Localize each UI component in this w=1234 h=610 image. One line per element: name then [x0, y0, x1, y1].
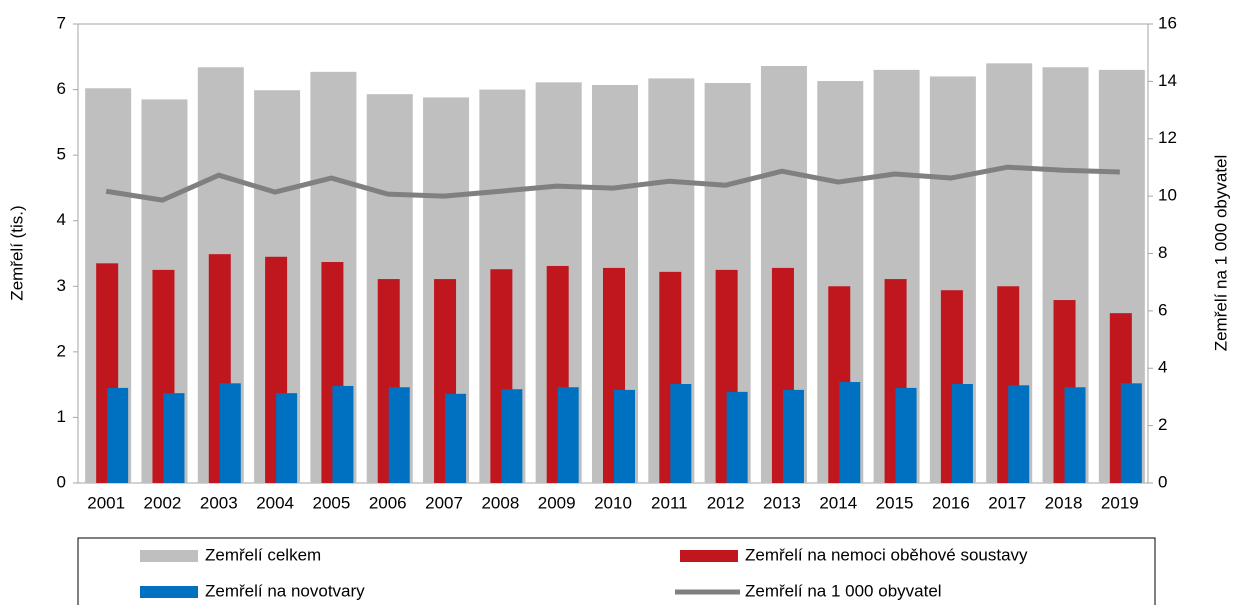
y-tick-label: 6: [57, 79, 66, 98]
y2-tick-label: 0: [1158, 472, 1167, 491]
legend-label: Zemřelí na 1 000 obyvatel: [745, 581, 942, 600]
line: [105, 164, 1120, 203]
bar: [219, 383, 241, 483]
bar: [501, 389, 523, 483]
x-tick-label: 2017: [988, 493, 1026, 512]
y2-tick-label: 10: [1158, 186, 1177, 205]
x-tick-label: 2008: [481, 493, 519, 512]
bar: [951, 383, 973, 483]
y2-tick-label: 8: [1158, 243, 1167, 262]
bar: [445, 393, 467, 483]
y2-axis-label: Zemřelí na 1 000 obyvatel: [1211, 155, 1230, 352]
bar: [276, 393, 298, 483]
x-tick-label: 2009: [538, 493, 576, 512]
x-tick-label: 2001: [87, 493, 125, 512]
bar: [726, 391, 748, 483]
x-tick-label: 2004: [256, 493, 294, 512]
bar: [557, 387, 579, 483]
x-tick-label: 2013: [763, 493, 801, 512]
x-tick-label: 2006: [369, 493, 407, 512]
y-tick-label: 1: [57, 407, 66, 426]
x-tick-label: 2019: [1101, 493, 1139, 512]
bar: [1064, 387, 1086, 483]
y2-tick-label: 16: [1158, 13, 1177, 32]
x-tick-label: 2018: [1045, 493, 1083, 512]
x-tick-label: 2005: [313, 493, 351, 512]
bar: [332, 385, 354, 483]
x-tick-label: 2002: [144, 493, 182, 512]
y-tick-label: 5: [57, 145, 66, 164]
y2-tick-label: 2: [1158, 415, 1167, 434]
bar: [163, 393, 185, 483]
bar: [1120, 383, 1142, 483]
bar: [107, 387, 129, 483]
y2-tick-label: 14: [1158, 71, 1177, 90]
x-tick-label: 2012: [707, 493, 745, 512]
legend-label: Zemřelí na novotvary: [205, 581, 365, 600]
bar: [614, 389, 635, 483]
y-axis-label: Zemřelí (tis.): [7, 205, 26, 300]
y-tick-label: 3: [57, 276, 66, 295]
y-tick-label: 4: [57, 210, 66, 229]
x-tick-label: 2016: [932, 493, 970, 512]
legend-swatch: [680, 550, 738, 562]
x-tick-label: 2010: [594, 493, 632, 512]
y2-tick-label: 4: [1158, 358, 1167, 377]
legend-label: Zemřelí celkem: [205, 545, 321, 564]
x-tick-label: 2014: [819, 493, 857, 512]
y-tick-label: 2: [57, 341, 66, 360]
bar: [839, 382, 861, 483]
bar: [1008, 385, 1030, 483]
x-tick-label: 2007: [425, 493, 463, 512]
y-tick-label: 0: [57, 472, 66, 491]
y2-tick-label: 12: [1158, 128, 1177, 147]
y-tick-label: 7: [57, 13, 66, 32]
bar: [388, 387, 410, 483]
legend-swatch: [140, 586, 198, 598]
x-tick-label: 2003: [200, 493, 238, 512]
legend-frame: [77, 537, 1156, 610]
y2-tick-label: 6: [1158, 300, 1167, 319]
legend-label: Zemřelí na nemoci oběhové soustavy: [745, 545, 1028, 564]
bar: [670, 383, 692, 483]
bar: [895, 387, 917, 483]
x-tick-label: 2011: [651, 493, 688, 512]
legend-swatch: [140, 550, 198, 562]
bar: [782, 389, 804, 483]
x-tick-label: 2015: [876, 493, 914, 512]
